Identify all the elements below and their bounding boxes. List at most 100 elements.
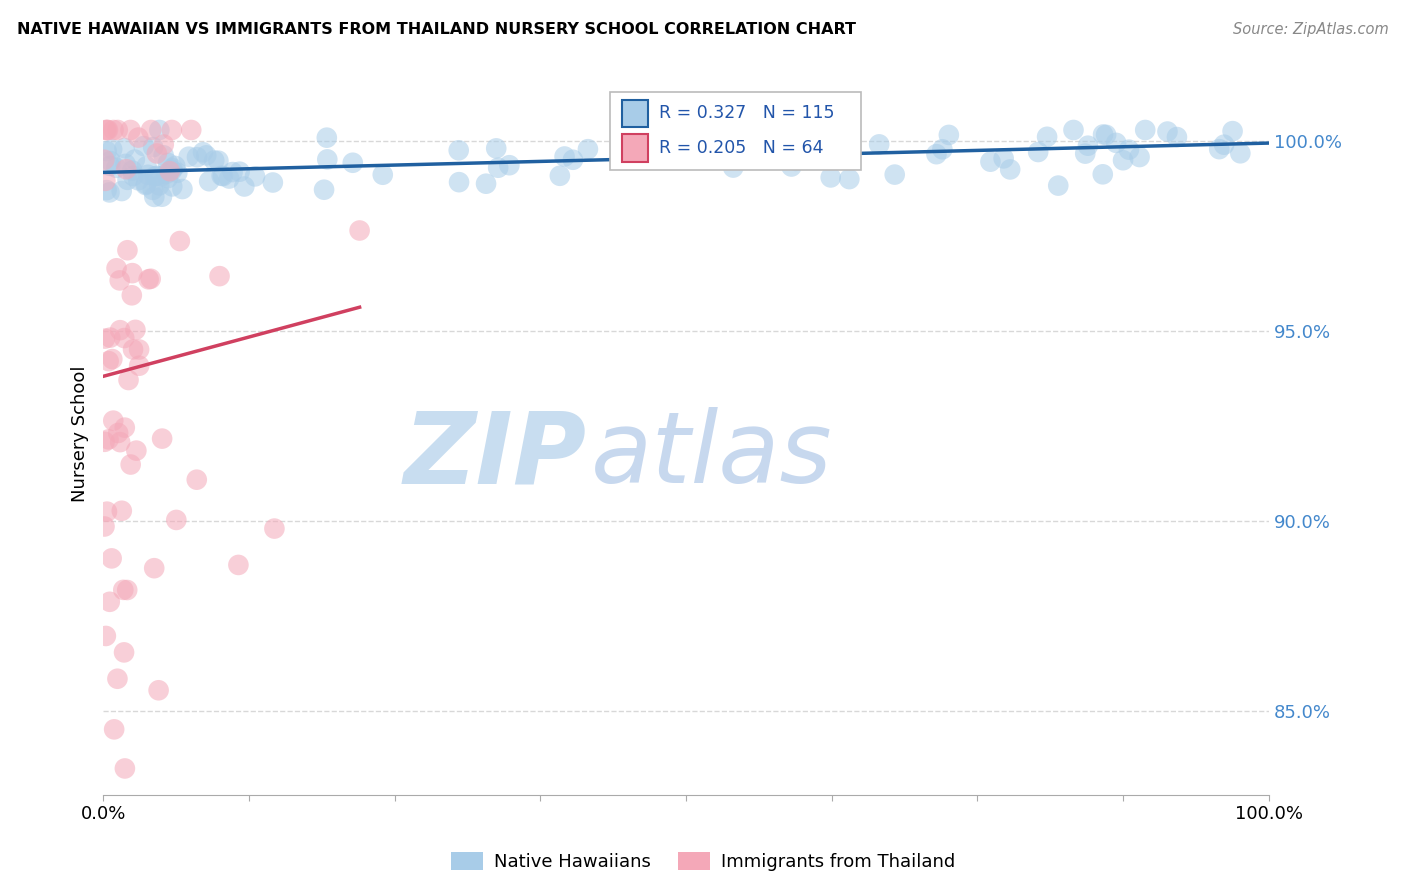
- Point: [562, 153, 585, 167]
- Point: [221, 165, 243, 179]
- Point: [1229, 146, 1251, 161]
- Point: [105, 161, 128, 175]
- Point: [160, 163, 183, 178]
- Point: [342, 155, 364, 169]
- Point: [93, 519, 115, 533]
- Point: [349, 223, 371, 237]
- Point: [117, 244, 139, 258]
- Point: [136, 168, 159, 182]
- Point: [142, 140, 165, 154]
- Point: [96, 144, 118, 158]
- Point: [121, 266, 143, 280]
- Point: [1092, 128, 1115, 142]
- Point: [94, 174, 117, 188]
- Point: [139, 272, 162, 286]
- Point: [228, 164, 250, 178]
- Point: [202, 153, 225, 168]
- Point: [790, 125, 813, 139]
- Point: [117, 373, 139, 387]
- Point: [148, 178, 170, 193]
- Point: [135, 177, 157, 191]
- Point: [1095, 128, 1118, 142]
- Point: [146, 146, 169, 161]
- Point: [706, 144, 728, 158]
- Point: [143, 169, 166, 184]
- Point: [108, 323, 131, 337]
- Point: [162, 179, 184, 194]
- Point: [827, 137, 849, 152]
- Point: [1063, 123, 1085, 137]
- Point: [693, 143, 716, 157]
- Point: [115, 582, 138, 597]
- Point: [135, 159, 157, 173]
- Point: [128, 359, 150, 373]
- Point: [127, 173, 149, 187]
- Point: [120, 123, 142, 137]
- Point: [150, 190, 173, 204]
- Point: [122, 169, 145, 183]
- Point: [780, 160, 803, 174]
- Point: [211, 169, 233, 183]
- Point: [100, 551, 122, 566]
- Point: [315, 130, 337, 145]
- Point: [979, 154, 1001, 169]
- Point: [114, 141, 136, 155]
- Text: Source: ZipAtlas.com: Source: ZipAtlas.com: [1233, 22, 1389, 37]
- Point: [111, 504, 134, 518]
- Point: [548, 169, 571, 183]
- Point: [132, 139, 155, 153]
- Point: [1118, 143, 1140, 157]
- Point: [1105, 136, 1128, 150]
- Point: [177, 150, 200, 164]
- Point: [105, 261, 128, 276]
- Point: [94, 629, 117, 643]
- Point: [172, 182, 194, 196]
- Point: [993, 152, 1015, 166]
- Point: [96, 505, 118, 519]
- Point: [148, 123, 170, 137]
- Point: [169, 234, 191, 248]
- Point: [114, 420, 136, 434]
- Point: [107, 123, 129, 137]
- Point: [149, 169, 172, 184]
- Point: [97, 433, 120, 447]
- Point: [124, 153, 146, 167]
- Point: [830, 123, 852, 137]
- Point: [160, 123, 183, 137]
- Point: [124, 323, 146, 337]
- Y-axis label: Nursery School: Nursery School: [72, 366, 89, 502]
- Point: [138, 272, 160, 286]
- Point: [838, 172, 860, 186]
- Point: [1077, 138, 1099, 153]
- Point: [447, 175, 470, 189]
- Point: [114, 762, 136, 776]
- Point: [101, 142, 124, 156]
- Point: [98, 159, 121, 173]
- Point: [156, 156, 179, 170]
- Point: [98, 186, 121, 200]
- Point: [128, 343, 150, 357]
- Point: [634, 144, 657, 158]
- Point: [925, 147, 948, 161]
- Point: [1129, 150, 1152, 164]
- Text: R = 0.205   N = 64: R = 0.205 N = 64: [659, 139, 824, 157]
- Point: [817, 123, 839, 137]
- FancyBboxPatch shape: [610, 93, 860, 170]
- Point: [721, 161, 744, 175]
- Point: [143, 190, 166, 204]
- Point: [146, 169, 169, 183]
- Point: [152, 137, 174, 152]
- Point: [94, 123, 117, 137]
- Point: [868, 137, 890, 152]
- Point: [107, 425, 129, 440]
- Point: [125, 443, 148, 458]
- Point: [820, 170, 842, 185]
- Bar: [621, 100, 648, 128]
- Point: [114, 157, 136, 171]
- Point: [733, 151, 755, 165]
- Point: [165, 159, 187, 173]
- Text: atlas: atlas: [591, 407, 832, 504]
- Point: [112, 582, 135, 597]
- Point: [94, 332, 117, 346]
- Point: [121, 163, 143, 178]
